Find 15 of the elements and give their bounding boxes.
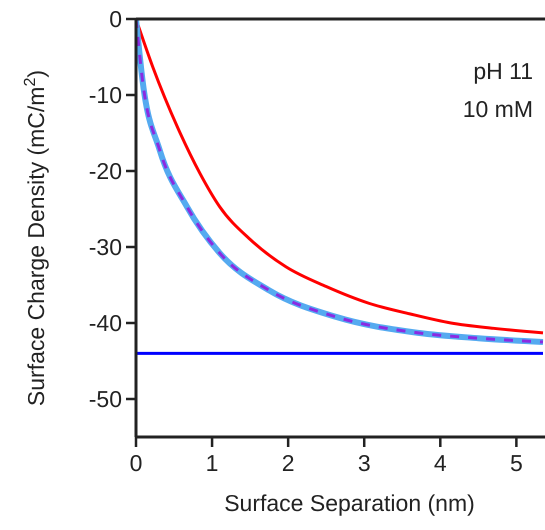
x-axis-title: Surface Separation (nm) [224,490,475,516]
y-tick-label: 0 [109,6,122,32]
x-tick-label: 5 [510,450,523,476]
y-tick-label: -30 [88,234,122,260]
x-tick-label: 0 [130,450,142,476]
annotation: pH 11 [473,58,533,84]
y-tick-label: -20 [88,158,122,184]
x-tick-label: 1 [206,450,218,476]
y-tick-label: -40 [88,310,122,336]
x-tick-label: 4 [434,450,447,476]
x-tick-label: 2 [282,450,295,476]
y-tick-label: -10 [88,82,122,108]
x-tick-label: 3 [358,450,371,476]
y-tick-label: -50 [88,386,122,412]
annotation: 10 mM [462,96,533,122]
